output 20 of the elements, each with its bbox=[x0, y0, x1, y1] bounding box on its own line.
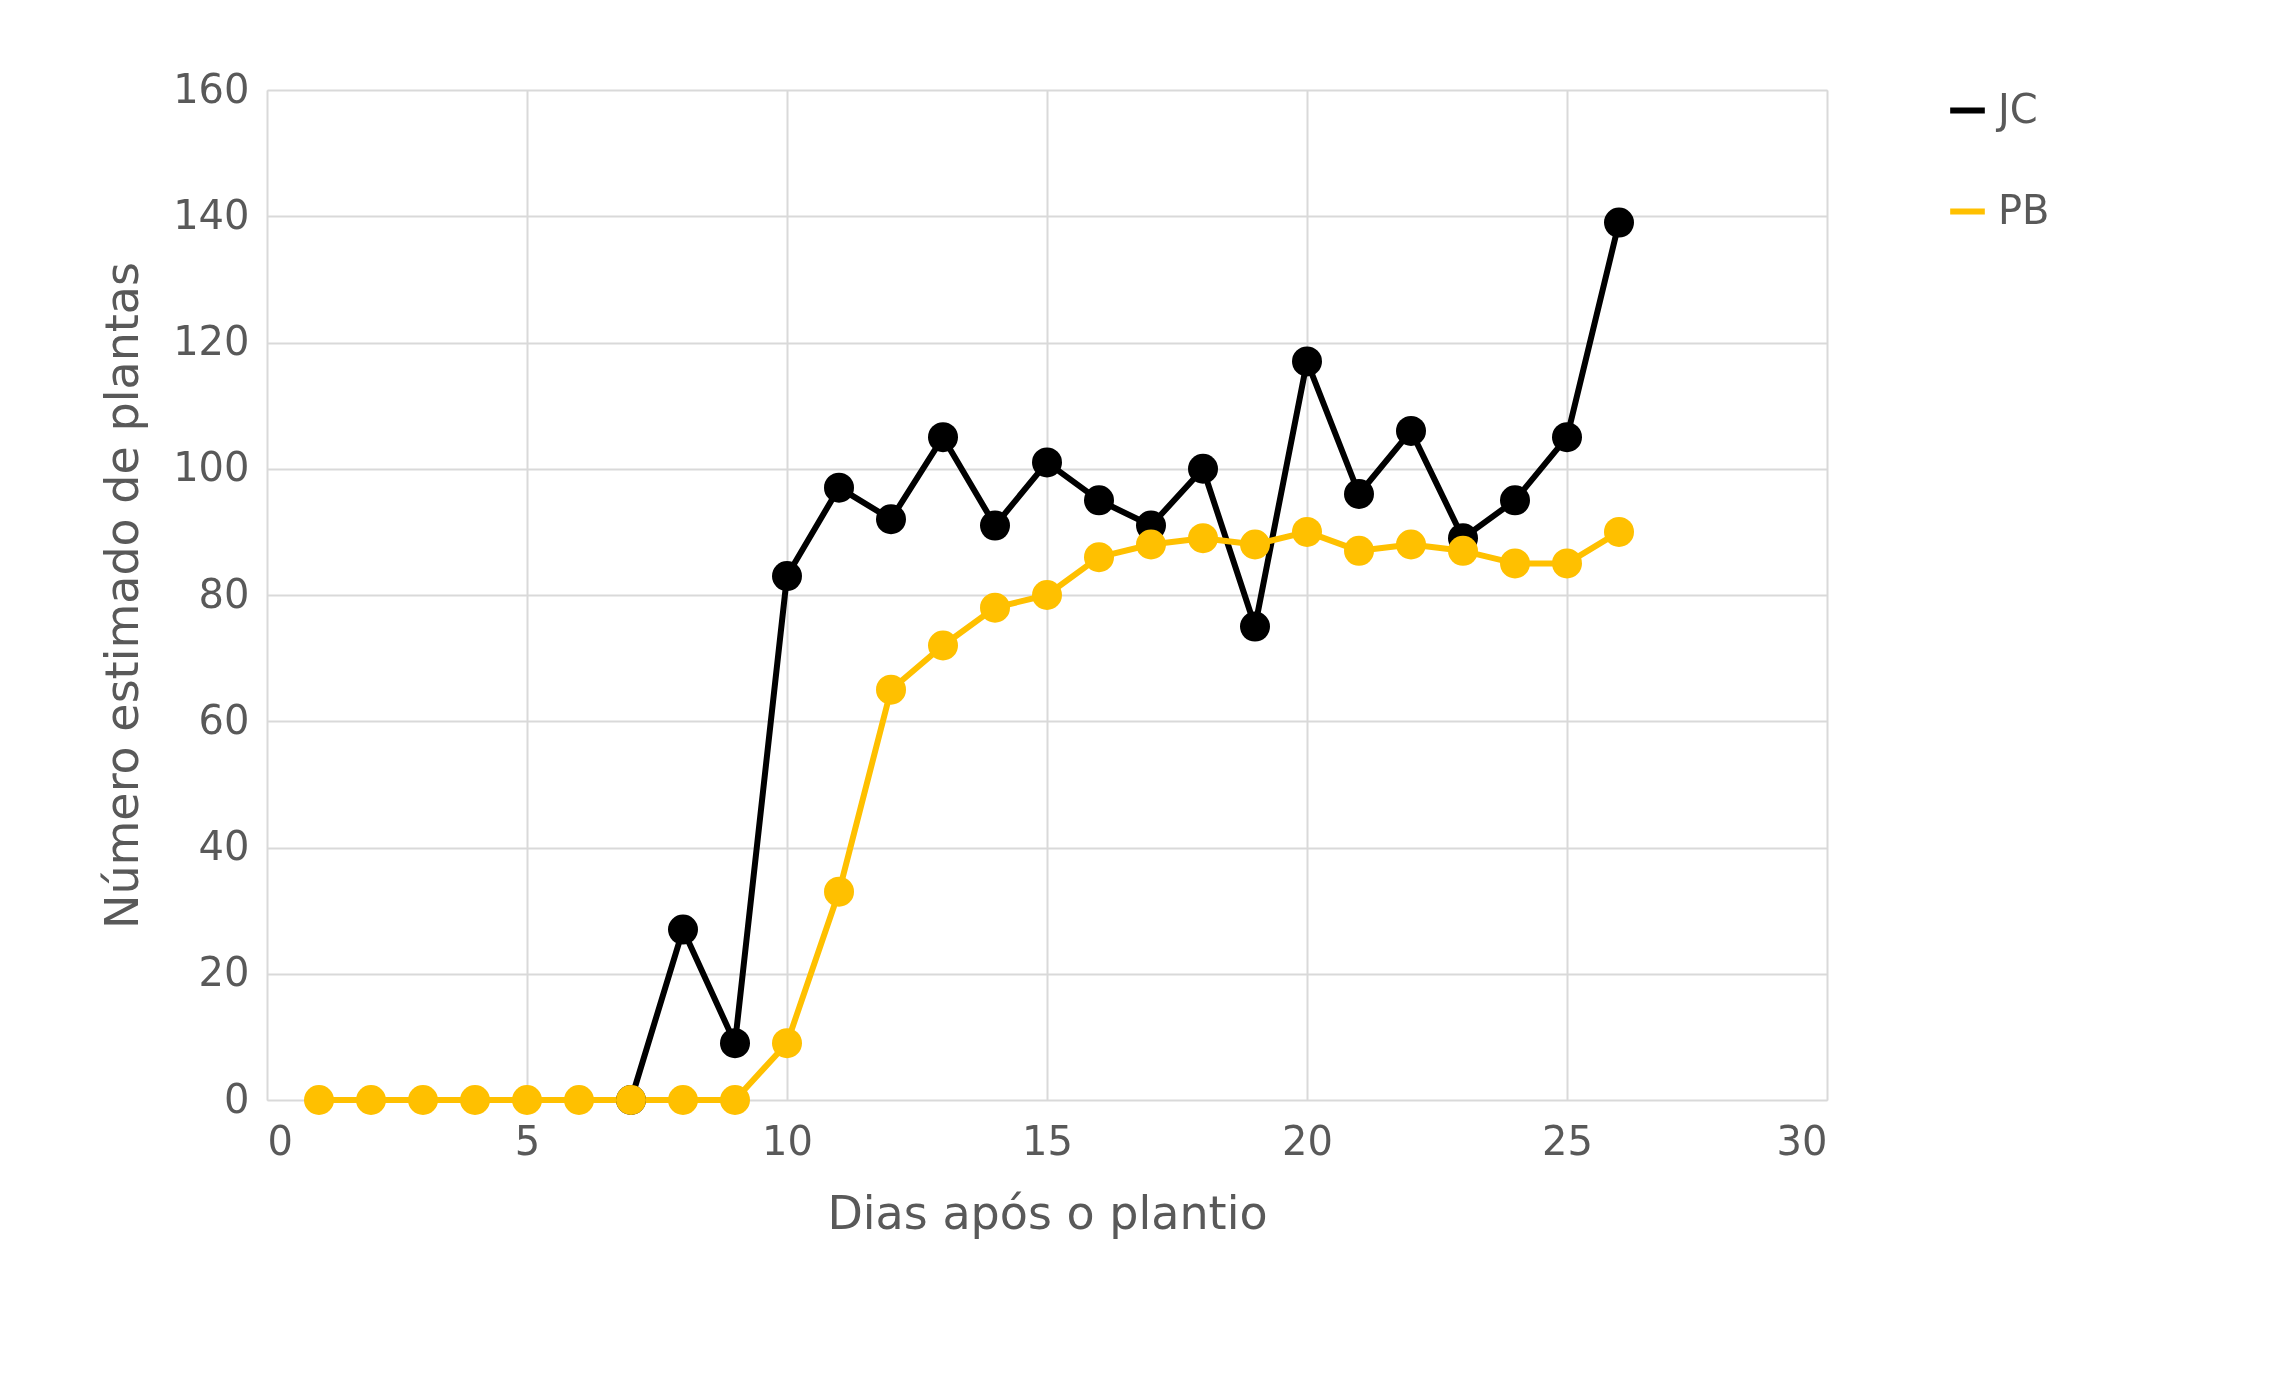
x-tick-label: 15 bbox=[1022, 1117, 1073, 1164]
y-tick-label: 160 bbox=[173, 65, 250, 112]
x-tick-label: 10 bbox=[762, 1117, 813, 1164]
legend-label: JC bbox=[1995, 85, 2038, 132]
x-tick-label: 20 bbox=[1282, 1117, 1333, 1164]
x-axis-title: Dias após o plantio bbox=[827, 1185, 1268, 1240]
y-tick-label: 80 bbox=[198, 570, 250, 617]
y-tick-label: 40 bbox=[198, 823, 250, 869]
x-tick-label: 25 bbox=[1542, 1117, 1593, 1164]
y-tick-label: 120 bbox=[173, 318, 250, 364]
y-tick-label: 100 bbox=[173, 444, 250, 491]
y-tick-label: 0 bbox=[224, 1075, 250, 1122]
x-tick-label: 5 bbox=[514, 1117, 541, 1164]
x-tick-label: 30 bbox=[1776, 1117, 1828, 1164]
legend-label: PB bbox=[1998, 186, 2050, 233]
y-tick-label: 20 bbox=[198, 949, 250, 996]
y-tick-label: 60 bbox=[198, 696, 250, 743]
y-axis-title: Número estimado de plantas bbox=[95, 261, 150, 930]
x-tick-label: 0 bbox=[267, 1117, 293, 1164]
y-tick-label: 140 bbox=[173, 191, 250, 238]
